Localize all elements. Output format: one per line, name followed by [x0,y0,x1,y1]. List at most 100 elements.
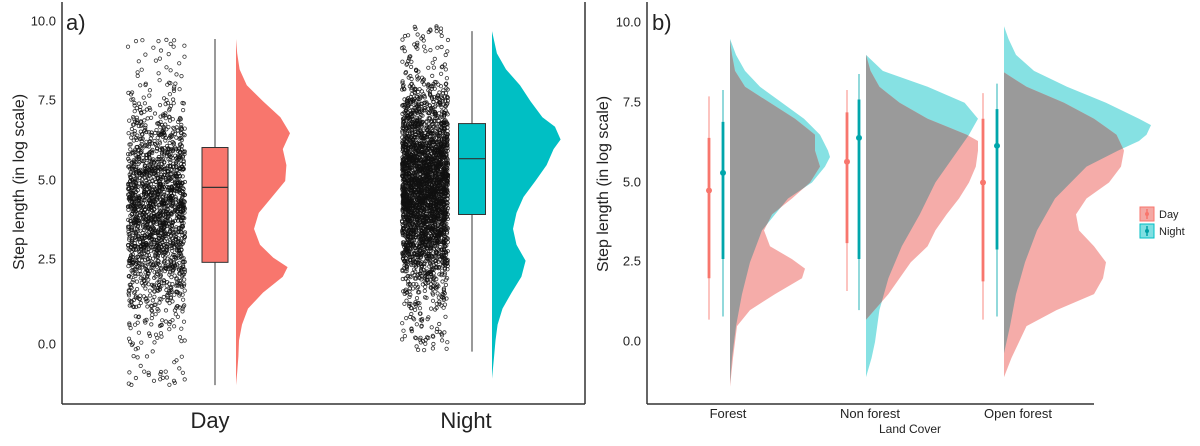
data-point [155,258,160,263]
data-point [433,261,439,266]
data-point [438,26,444,31]
data-point [133,231,138,236]
data-point [129,135,134,140]
data-point [127,288,132,293]
data-point [158,48,164,53]
data-point [427,91,433,96]
data-point [151,283,157,288]
data-point [152,186,157,191]
data-point [427,271,433,276]
data-point [409,211,414,216]
data-point [179,326,184,331]
data-point [418,268,424,274]
data-point [402,291,407,296]
data-point [442,167,448,172]
data-point [179,138,184,143]
data-point [156,157,161,162]
data-point [429,84,434,89]
data-point [168,198,173,203]
data-point [407,190,412,195]
data-point [421,82,427,87]
data-point [402,333,407,339]
data-point [181,132,186,137]
data-point [144,354,150,359]
data-point [433,258,438,264]
data-point [413,26,418,31]
data-point [134,137,139,142]
data-point [153,58,158,63]
data-point [415,32,420,37]
data-point [131,138,136,143]
data-point [409,247,414,252]
data-point [148,241,153,246]
data-point [433,250,438,255]
data-point [157,141,163,146]
data-point [156,239,161,244]
data-point [436,216,441,221]
data-point [445,240,450,245]
data-point [435,188,440,193]
data-point [423,284,428,289]
data-point [423,201,428,207]
data-point [153,262,159,267]
data-point [445,200,450,205]
data-point [163,180,168,185]
data-point [405,233,410,239]
data-point [143,127,148,133]
data-point [131,159,137,164]
data-point [179,136,184,141]
data-point [430,106,435,111]
data-point [128,174,133,179]
data-point [401,266,407,271]
data-point [172,253,177,258]
data-point [409,128,414,133]
data-point [438,71,444,76]
data-point [139,340,144,345]
data-point [415,103,420,109]
data-point [133,375,138,381]
data-point [126,381,131,386]
data-point [177,187,182,192]
data-point [156,131,161,136]
data-point [162,96,167,101]
data-point [128,178,133,183]
data-point [436,93,441,98]
data-point [437,161,442,166]
data-point [419,318,424,323]
data-point [158,371,163,377]
data-point [131,164,136,169]
data-point [442,136,447,141]
data-point [131,277,136,283]
data-point [165,204,170,209]
data-point [415,127,420,132]
data-point [417,118,422,123]
data-point [151,210,156,216]
data-point [170,281,175,287]
data-point [403,188,408,193]
data-point [439,272,444,278]
data-point [137,268,142,273]
data-point [140,38,145,43]
data-point [401,83,406,88]
panel-b-ylabel: Step length (in log scale) [595,96,612,272]
data-point [129,126,134,132]
data-point [168,103,173,109]
pointrange-point [856,134,862,141]
data-point [129,97,134,102]
data-point [165,251,171,256]
data-point [152,138,157,144]
data-point [174,72,179,77]
data-point [425,110,430,115]
data-point [161,219,166,224]
data-point [405,250,410,255]
data-point [442,267,447,272]
data-point [181,203,186,208]
data-point [419,130,424,135]
data-point [425,168,431,173]
data-point [404,298,409,303]
data-point [163,138,168,143]
data-point [178,167,183,172]
data-point [136,59,141,64]
data-point [152,294,157,299]
data-point [145,116,150,121]
